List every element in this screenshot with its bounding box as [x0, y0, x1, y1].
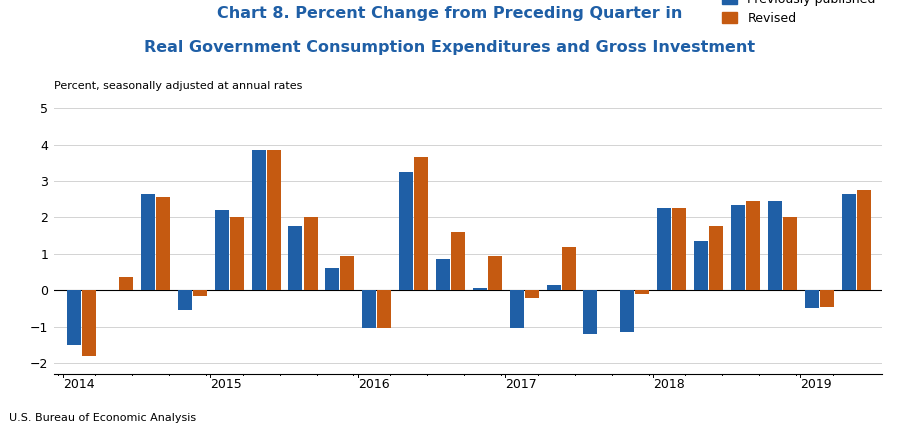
Text: 2019: 2019: [800, 378, 832, 391]
Bar: [362, 290, 376, 329]
Bar: [119, 278, 133, 290]
Bar: [414, 157, 428, 290]
Bar: [525, 290, 539, 298]
Bar: [783, 217, 797, 290]
Bar: [488, 255, 502, 290]
Bar: [451, 232, 465, 290]
Text: 2016: 2016: [357, 378, 390, 391]
Bar: [672, 208, 687, 290]
Bar: [251, 150, 266, 290]
Bar: [583, 290, 598, 334]
Bar: [546, 285, 561, 290]
Bar: [214, 210, 229, 290]
Bar: [303, 217, 318, 290]
Bar: [709, 227, 724, 290]
Bar: [399, 172, 413, 290]
Bar: [820, 290, 834, 306]
Text: Chart 8. Percent Change from Preceding Quarter in: Chart 8. Percent Change from Preceding Q…: [217, 6, 683, 21]
Bar: [266, 150, 281, 290]
Bar: [193, 290, 207, 296]
Bar: [156, 197, 170, 290]
Bar: [340, 255, 355, 290]
Bar: [731, 204, 745, 290]
Text: 2015: 2015: [211, 378, 242, 391]
Bar: [842, 194, 856, 290]
Bar: [768, 201, 782, 290]
Bar: [657, 208, 671, 290]
Bar: [288, 227, 302, 290]
Bar: [746, 201, 760, 290]
Bar: [230, 217, 244, 290]
Bar: [694, 241, 708, 290]
Bar: [509, 290, 524, 329]
Bar: [377, 290, 392, 329]
Text: 2017: 2017: [505, 378, 537, 391]
Text: Real Government Consumption Expenditures and Gross Investment: Real Government Consumption Expenditures…: [144, 40, 756, 55]
Bar: [436, 259, 450, 290]
Bar: [562, 246, 576, 290]
Bar: [857, 190, 871, 290]
Text: 2018: 2018: [652, 378, 685, 391]
Bar: [635, 290, 650, 294]
Bar: [805, 290, 819, 309]
Text: U.S. Bureau of Economic Analysis: U.S. Bureau of Economic Analysis: [9, 413, 196, 423]
Text: Percent, seasonally adjusted at annual rates: Percent, seasonally adjusted at annual r…: [54, 81, 302, 91]
Legend: Previously published, Revised: Previously published, Revised: [723, 0, 876, 25]
Bar: [472, 289, 487, 290]
Bar: [141, 194, 155, 290]
Bar: [68, 290, 81, 345]
Bar: [325, 268, 339, 290]
Bar: [177, 290, 192, 310]
Text: 2014: 2014: [63, 378, 94, 391]
Bar: [620, 290, 634, 332]
Bar: [82, 290, 96, 356]
